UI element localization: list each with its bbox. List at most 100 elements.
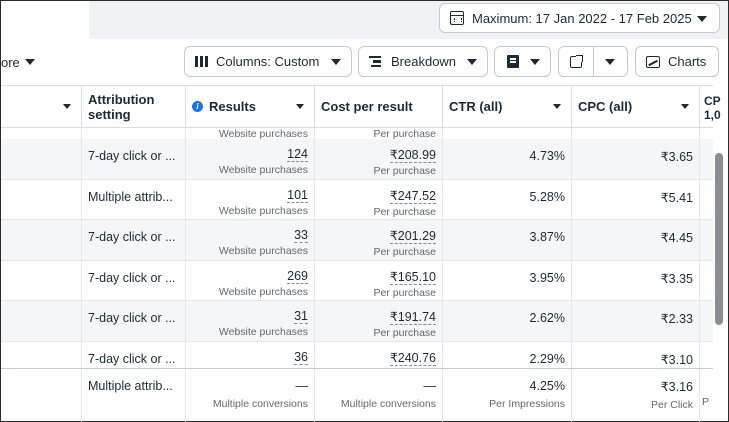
results-cell: 124 Website purchases xyxy=(186,139,315,180)
name-cell[interactable] xyxy=(1,341,82,368)
attribution-cell[interactable]: 7-day click or ... xyxy=(82,220,186,261)
cost-per-result-cell: ₹165.10 Per purchase xyxy=(315,260,443,301)
chevron-down-icon xyxy=(697,16,707,22)
export-icon xyxy=(569,54,583,68)
attribution-cell[interactable]: 7-day click or ... xyxy=(82,301,186,342)
chevron-down-icon xyxy=(605,58,616,65)
results-cell: 101 Website purchases xyxy=(186,179,315,220)
column-header-cost-per-result[interactable]: Cost per result xyxy=(315,86,443,127)
chevron-down-icon xyxy=(467,58,477,65)
reports-button[interactable] xyxy=(494,46,551,77)
results-cell: 31 Website purchases xyxy=(186,301,315,342)
table-row[interactable]: 7-day click or ... 33 Website purchases … xyxy=(1,220,713,261)
cpc-cell: ₹4.45 xyxy=(572,220,700,261)
column-header-name[interactable] xyxy=(1,86,82,127)
export-options-button[interactable] xyxy=(592,47,627,76)
attribution-cell[interactable]: Multiple attrib... xyxy=(82,179,186,220)
results-cell: 33 Website purchases xyxy=(186,220,315,261)
results-value-link[interactable]: 269 xyxy=(287,268,308,284)
charts-label: Charts xyxy=(668,54,707,69)
cost-per-result-cell: ₹191.74 Per purchase xyxy=(315,301,443,342)
column-header-cpm[interactable]: CP 1,0 xyxy=(704,94,721,122)
results-cell: 269 Website purchases xyxy=(186,260,315,301)
export-button[interactable] xyxy=(559,47,593,76)
cost-value-link[interactable]: ₹240.76 xyxy=(389,350,436,366)
results-value-link[interactable]: 101 xyxy=(287,187,308,203)
ads-table: Attribution setting i Results Cost per r… xyxy=(1,85,721,422)
cpm-cell xyxy=(700,261,713,301)
ctr-cell: 2.29% xyxy=(443,341,572,368)
name-cell[interactable] xyxy=(1,220,82,261)
table-header: Attribution setting i Results Cost per r… xyxy=(1,85,721,128)
cpm-cell xyxy=(700,301,713,342)
ctr-cell: 3.95% xyxy=(443,260,572,301)
scrollbar-thumb[interactable] xyxy=(715,153,723,325)
table-row: Website purchases Per purchase xyxy=(1,128,713,141)
table-body: Website purchases Per purchase 7-day cli… xyxy=(1,128,713,368)
results-cell: 36 Website purchases xyxy=(186,341,315,368)
column-header-attribution[interactable]: Attribution setting xyxy=(82,86,186,127)
chevron-down-icon[interactable] xyxy=(25,59,35,65)
table-row[interactable]: 7-day click or ... 269 Website purchases… xyxy=(1,260,713,301)
breakdown-icon xyxy=(369,55,381,68)
ctr-cell: 2.62% xyxy=(443,301,572,342)
chevron-down-icon[interactable] xyxy=(553,104,561,109)
breakdown-button[interactable]: Breakdown xyxy=(358,46,488,77)
cpm-cell xyxy=(700,180,713,220)
summary-attribution: Multiple attrib... xyxy=(82,369,186,422)
results-value-link[interactable]: 124 xyxy=(287,147,308,162)
cost-value-link[interactable]: ₹191.74 xyxy=(389,310,436,325)
cpm-cell xyxy=(700,342,713,369)
table-row[interactable]: 7-day click or ... 124 Website purchases… xyxy=(1,139,713,180)
date-range-label: Maximum: 17 Jan 2022 - 17 Feb 2025 xyxy=(472,10,692,26)
column-header-ctr[interactable]: CTR (all) xyxy=(443,86,572,127)
attribution-cell[interactable]: 7-day click or ... xyxy=(82,139,186,180)
cpm-cell xyxy=(700,139,713,180)
cost-per-result-cell: ₹201.29 Per purchase xyxy=(315,220,443,261)
top-bar: Maximum: 17 Jan 2022 - 17 Feb 2025 xyxy=(1,1,728,39)
cpc-cell: ₹3.65 xyxy=(572,139,700,180)
results-value-link[interactable]: 36 xyxy=(294,349,308,365)
charts-icon xyxy=(646,55,660,68)
results-value-link[interactable]: 33 xyxy=(294,228,308,243)
cost-per-result-cell: ₹240.76 Per purchase xyxy=(315,341,443,368)
name-cell[interactable] xyxy=(1,260,82,301)
table-summary-row: Multiple attrib... — Multiple conversion… xyxy=(1,368,713,422)
columns-icon xyxy=(195,56,208,67)
name-cell[interactable] xyxy=(1,139,82,180)
info-icon[interactable]: i xyxy=(192,101,203,112)
table-row[interactable]: 7-day click or ... 31 Website purchases … xyxy=(1,301,713,342)
cost-value-link[interactable]: ₹247.52 xyxy=(389,188,436,204)
top-tab-area xyxy=(1,1,89,39)
name-cell[interactable] xyxy=(1,301,82,342)
summary-cost: — Multiple conversions xyxy=(315,369,443,422)
cpm-cell xyxy=(700,220,713,261)
chevron-down-icon[interactable] xyxy=(63,104,71,109)
cost-value-link[interactable]: ₹165.10 xyxy=(389,269,436,285)
export-button-group xyxy=(558,46,628,77)
summary-last: P xyxy=(702,396,710,408)
more-dropdown-label[interactable]: ore xyxy=(1,55,20,70)
ctr-cell: 3.87% xyxy=(443,220,572,261)
charts-button[interactable]: Charts xyxy=(635,46,719,77)
chevron-down-icon[interactable] xyxy=(296,104,304,109)
ctr-cell: 4.73% xyxy=(443,139,572,180)
cost-value-link[interactable]: ₹208.99 xyxy=(389,148,436,163)
column-header-cpc[interactable]: CPC (all) xyxy=(572,86,700,127)
attribution-cell[interactable]: 7-day click or ... xyxy=(82,260,186,301)
table-row[interactable]: 7-day click or ... 36 Website purchases … xyxy=(1,341,713,369)
cost-value-link[interactable]: ₹201.29 xyxy=(389,229,436,244)
columns-button[interactable]: Columns: Custom xyxy=(184,46,352,77)
date-range-button[interactable]: Maximum: 17 Jan 2022 - 17 Feb 2025 xyxy=(439,3,720,33)
name-cell[interactable] xyxy=(1,179,82,220)
table-row[interactable]: Multiple attrib... 101 Website purchases… xyxy=(1,179,713,220)
summary-cpc: ₹3.16 Per Click xyxy=(572,369,700,422)
cpc-cell: ₹3.10 xyxy=(572,341,700,368)
chevron-down-icon[interactable] xyxy=(681,104,689,109)
report-icon xyxy=(507,55,519,68)
column-header-results[interactable]: i Results xyxy=(186,86,315,127)
attribution-cell[interactable]: 7-day click or ... xyxy=(82,341,186,368)
cpc-cell: ₹5.41 xyxy=(572,179,700,220)
results-value-link[interactable]: 31 xyxy=(294,309,308,324)
cpc-cell: ₹3.35 xyxy=(572,260,700,301)
